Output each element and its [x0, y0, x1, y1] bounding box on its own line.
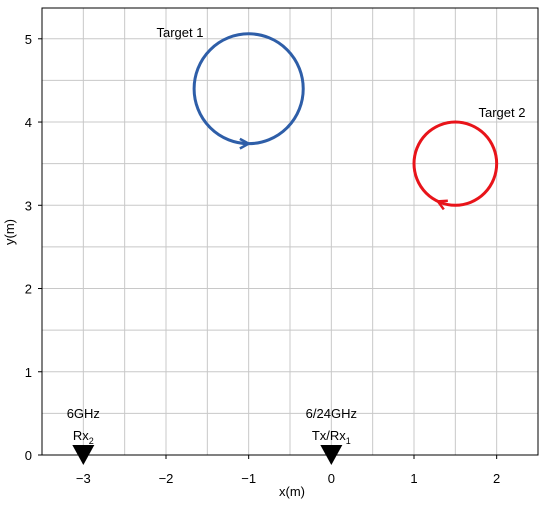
x-axis-label: x(m): [279, 484, 305, 499]
y-tick-label: 1: [25, 365, 32, 380]
antenna-label-sub: 2: [89, 436, 94, 446]
antenna-label-main: Tx/Rx: [312, 428, 346, 443]
y-tick-label: 5: [25, 32, 32, 47]
x-tick-label: 1: [410, 471, 417, 486]
antenna-marker: [320, 445, 343, 465]
y-tick-label: 4: [25, 115, 32, 130]
x-tick-label: −2: [159, 471, 174, 486]
y-tick-label: 0: [25, 448, 32, 463]
antenna-marker: [72, 445, 95, 465]
x-tick-label: 2: [493, 471, 500, 486]
plot-frame: [41, 7, 539, 456]
y-tick-label: 2: [25, 282, 32, 297]
x-tick-label: −1: [241, 471, 256, 486]
antenna-label-sub: 1: [346, 436, 351, 446]
antenna-label: Tx/Rx1: [312, 428, 351, 446]
target-label: Target 1: [157, 25, 204, 40]
antenna-label: Rx2: [73, 428, 94, 446]
direction-arrow: [435, 199, 448, 211]
x-tick-label: −3: [76, 471, 91, 486]
antenna-label-main: Rx: [73, 428, 89, 443]
antenna-band: 6GHz: [67, 406, 100, 421]
direction-arrow: [239, 137, 252, 150]
y-tick-label: 3: [25, 198, 32, 213]
x-tick-label: 0: [328, 471, 335, 486]
target-label: Target 2: [479, 105, 526, 120]
trajectory-circle: [412, 120, 499, 207]
antenna-band: 6/24GHz: [306, 406, 357, 421]
y-axis-label: y(m): [2, 219, 17, 245]
